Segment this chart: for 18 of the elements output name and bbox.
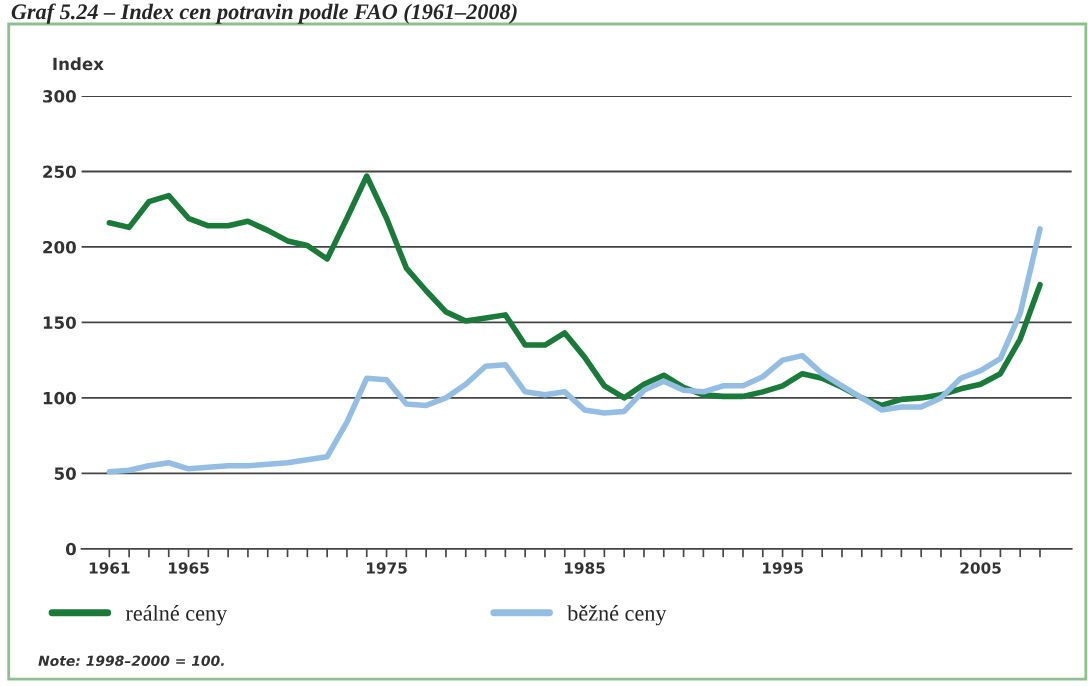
y-tick-label: 0 xyxy=(65,542,76,556)
x-tick-label: 2005 xyxy=(960,562,1001,574)
y-axis-title: Index xyxy=(53,57,104,71)
y-tick-label: 150 xyxy=(43,316,76,329)
legend-label: reálné ceny xyxy=(125,605,228,626)
y-tick-label: 50 xyxy=(54,467,76,480)
y-tick-label: 200 xyxy=(43,240,76,254)
chart-title: Graf 5.24 – Index cen potravin podle FAO (1961–2008) xyxy=(11,3,517,24)
x-tick-label: 1961 xyxy=(89,562,130,574)
x-tick-label: 1975 xyxy=(367,562,407,574)
x-tick-label: 1965 xyxy=(168,562,209,574)
x-tick-label: 1985 xyxy=(565,562,605,574)
text: Note: 1998–2000 = 100. xyxy=(38,655,224,667)
y-tick-label: 250 xyxy=(43,165,76,179)
y-tick-label: 300 xyxy=(43,90,76,103)
y-tick-label: 100 xyxy=(43,391,76,405)
legend-label: běžné ceny xyxy=(567,605,667,626)
x-tick-label: 1995 xyxy=(763,562,803,574)
